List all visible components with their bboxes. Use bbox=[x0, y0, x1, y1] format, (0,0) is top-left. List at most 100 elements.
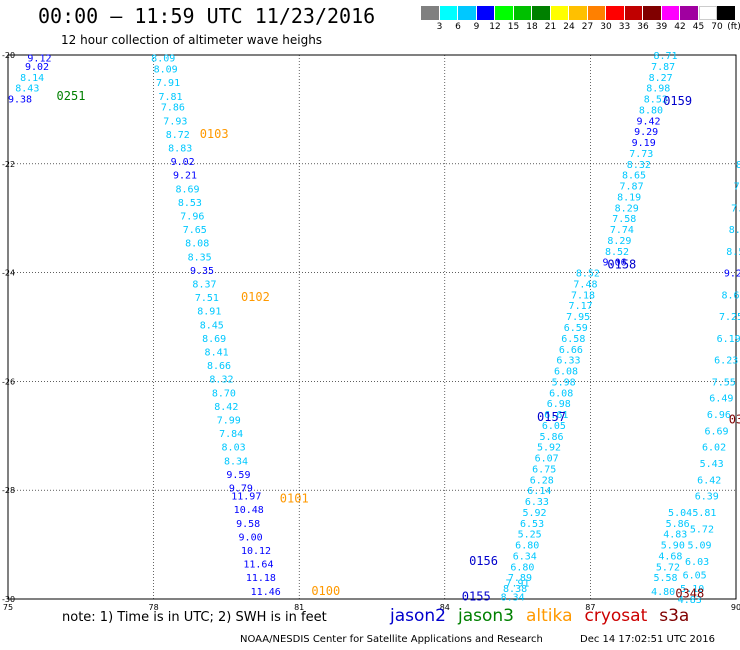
color-swatch bbox=[513, 6, 532, 20]
wave-height-point: 8.60 bbox=[729, 225, 740, 236]
color-swatch bbox=[587, 6, 606, 20]
color-scale-unit: (ft) bbox=[727, 22, 740, 32]
wave-height-point: 5.92 bbox=[537, 443, 561, 454]
wave-height-point: 8.52 bbox=[644, 95, 668, 106]
wave-height-point: 8.29 bbox=[607, 236, 631, 247]
x-tick-label: 78 bbox=[149, 603, 159, 612]
legend-item: altika bbox=[526, 606, 573, 626]
wave-height-point: 8.69 bbox=[202, 334, 226, 345]
wave-height-point: 6.59 bbox=[564, 323, 588, 334]
pass-number-label: 0251 bbox=[57, 89, 86, 103]
wave-height-point: 8.34 bbox=[224, 456, 248, 467]
wave-height-point: 11.46 bbox=[251, 587, 281, 598]
wave-height-point: 8.83 bbox=[168, 143, 192, 154]
wave-height-point: 6.80 bbox=[515, 541, 539, 552]
wave-height-point: 7.86 bbox=[161, 103, 185, 114]
wave-height-point: 6.33 bbox=[525, 497, 549, 508]
color-scale-label: 27 bbox=[581, 22, 594, 32]
color-swatch bbox=[661, 6, 680, 20]
pass-number-label: 0157 bbox=[537, 410, 566, 424]
wave-height-point: 6.42 bbox=[697, 475, 721, 486]
color-swatch bbox=[458, 6, 477, 20]
wave-height-point: 7.89 bbox=[508, 573, 532, 584]
color-scale-label: 6 bbox=[455, 22, 461, 32]
footer-note: note: 1) Time is in UTC; 2) SWH is in fe… bbox=[62, 610, 327, 625]
wave-height-point: 9.38 bbox=[8, 95, 32, 106]
wave-height-point: 8.32 bbox=[209, 375, 233, 386]
wave-height-point: 8.52 bbox=[605, 247, 629, 258]
color-scale-label: 30 bbox=[600, 22, 612, 32]
wave-height-point: 7.51 bbox=[195, 293, 219, 304]
wave-height-point: 9.42 bbox=[637, 116, 661, 127]
wave-height-point: 8.09 bbox=[151, 54, 175, 65]
wave-height-point: 7.55 bbox=[712, 377, 736, 388]
wave-height-point: 7.25 bbox=[719, 312, 740, 323]
wave-height-point: 11.64 bbox=[243, 560, 273, 571]
wave-height-point: 9.06 bbox=[603, 258, 627, 269]
wave-height-point: 6.05 bbox=[683, 571, 707, 582]
pass-number-label: 0102 bbox=[241, 290, 270, 304]
color-swatch bbox=[698, 6, 717, 20]
wave-height-point: 5.86 bbox=[666, 519, 690, 530]
wave-height-point: 9.59 bbox=[226, 470, 250, 481]
wave-height-point: 8.34 bbox=[501, 592, 525, 603]
color-scale-label: 9 bbox=[473, 22, 480, 32]
wave-height-point: 7.74 bbox=[610, 225, 634, 236]
wave-height-point: 8.45 bbox=[200, 320, 224, 331]
wave-height-point: 7.48 bbox=[573, 279, 597, 290]
wave-height-point: 7.58 bbox=[612, 214, 636, 225]
wave-height-point: 9.02 bbox=[25, 62, 49, 73]
wave-height-point: 8.50 bbox=[726, 247, 740, 258]
color-scale-label: 45 bbox=[692, 22, 705, 32]
wave-height-point: 5.09 bbox=[687, 541, 711, 552]
wave-height-point: 9.58 bbox=[236, 519, 260, 530]
wave-height-point: 8.65 bbox=[622, 171, 646, 182]
wave-height-point: 11.97 bbox=[231, 492, 261, 503]
color-scale-label: 70 bbox=[711, 22, 723, 32]
pass-number-label: 0156 bbox=[469, 554, 498, 568]
wave-height-point: 5.86 bbox=[539, 432, 563, 443]
wave-height-point: 9.79 bbox=[229, 483, 253, 494]
color-swatch bbox=[550, 6, 569, 20]
color-scale-label: 12 bbox=[489, 22, 501, 32]
pass-number-label: 0103 bbox=[200, 127, 229, 141]
wave-height-point: 6.23 bbox=[714, 356, 738, 367]
color-swatch bbox=[717, 6, 736, 20]
color-swatch bbox=[624, 6, 643, 20]
color-scale-label: 42 bbox=[674, 22, 686, 32]
wave-height-point: 7.87 bbox=[620, 182, 644, 193]
wave-height-point: 6.39 bbox=[695, 492, 719, 503]
credit-line: NOAA/NESDIS Center for Satellite Applica… bbox=[240, 634, 543, 645]
wave-height-point: 5.72 bbox=[656, 562, 680, 573]
color-swatch bbox=[606, 6, 625, 20]
x-tick-label: 81 bbox=[294, 603, 304, 612]
color-swatch bbox=[421, 6, 440, 20]
pass-number-label: 0101 bbox=[280, 491, 309, 505]
pass-number-label: 0155 bbox=[462, 589, 491, 603]
y-tick-label: -28 bbox=[2, 486, 15, 495]
wave-height-point: 9.19 bbox=[632, 138, 656, 149]
wave-height-point: 6.69 bbox=[704, 426, 728, 437]
chart-title: 00:00 – 11:59 UTC 11/23/2016 bbox=[38, 4, 376, 28]
wave-height-point: 5.58 bbox=[653, 573, 677, 584]
x-tick-label: 87 bbox=[585, 603, 595, 612]
wave-height-point: 6.58 bbox=[561, 334, 585, 345]
color-scale-label: 39 bbox=[655, 22, 668, 32]
color-scale-label: 33 bbox=[618, 22, 631, 32]
wave-height-point: 8.35 bbox=[188, 252, 212, 263]
wave-height-point: 5.04 bbox=[668, 508, 692, 519]
wave-height-point: 8.03 bbox=[222, 443, 246, 454]
wave-height-point: 6.08 bbox=[554, 367, 578, 378]
color-scale-label: 15 bbox=[507, 22, 520, 32]
wave-height-point: 8.66 bbox=[207, 361, 231, 372]
wave-height-point: 7.87 bbox=[651, 62, 675, 73]
wave-height-point: 6.66 bbox=[559, 345, 583, 356]
wave-height-point: 8.27 bbox=[649, 73, 673, 84]
wave-height-point: 7.91 bbox=[156, 78, 180, 89]
wave-height-point: 8.19 bbox=[617, 192, 641, 203]
wave-height-point: 6.07 bbox=[535, 454, 559, 465]
legend-item: s3a bbox=[659, 606, 690, 626]
wave-height-point: 6.53 bbox=[520, 519, 544, 530]
wave-height-point: 6.05 bbox=[542, 421, 566, 432]
legend-item: cryosat bbox=[584, 606, 648, 626]
